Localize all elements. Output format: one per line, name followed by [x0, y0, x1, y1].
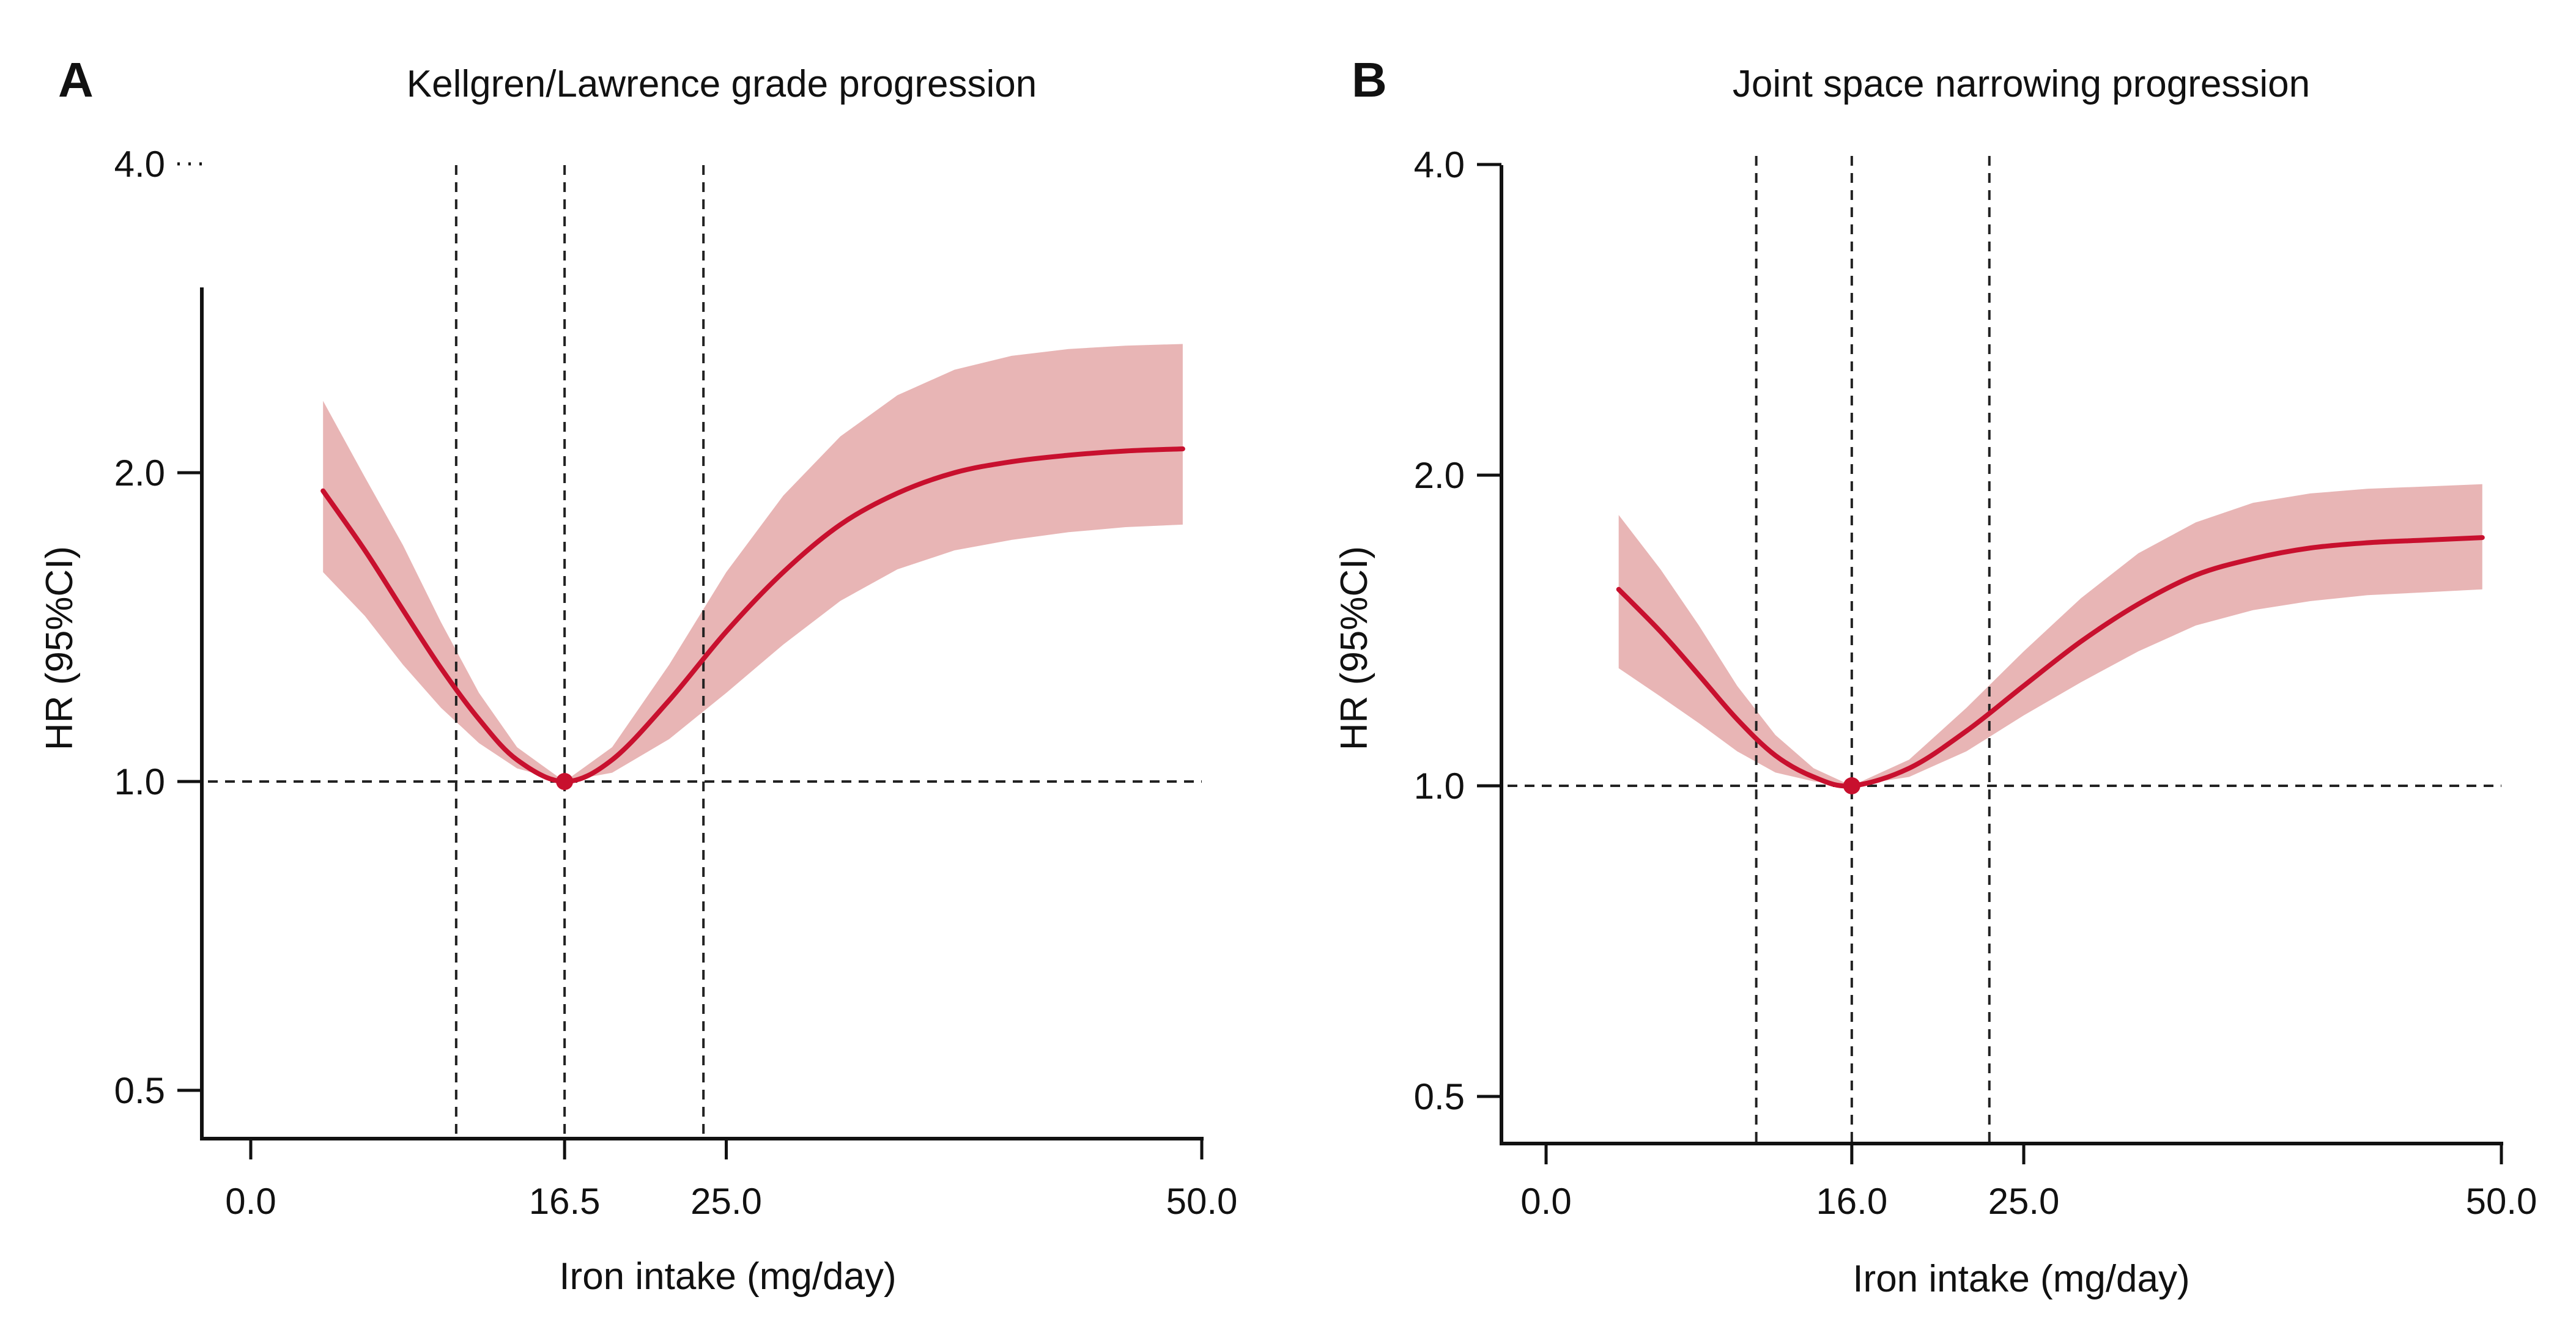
panel-a-ci-band	[323, 344, 1183, 782]
panel-b-x-tick-label-3: 50.0	[2466, 1181, 2537, 1222]
panel-b-y-axis-label: HR (95%CI)	[1333, 546, 1375, 750]
panel-a-hr-curve	[320, 446, 1185, 785]
panel-b-title: Joint space narrowing progression	[1733, 63, 2310, 105]
panel-a-ref-point	[556, 773, 574, 790]
panel-b-y-tick-label-2: 2.0	[1414, 455, 1465, 496]
panel-b-ci-band	[1618, 484, 2482, 786]
panel-b-chart: B Joint space narrowing progression 0.5 1.0…	[1333, 53, 2537, 1300]
panel-a-x-tick-label-3: 50.0	[1166, 1181, 1238, 1222]
panel-b-x-tick-label-1: 16.0	[1816, 1181, 1887, 1222]
panel-a-x-tick-label-1: 16.5	[529, 1181, 601, 1222]
panel-b-hr-curve	[1616, 535, 2485, 789]
panel-a-y-tick-label-3: 4.0	[114, 144, 165, 185]
panel-b-y-tick-label-0: 0.5	[1414, 1076, 1465, 1117]
panel-a-x-tick-label-0: 0.0	[225, 1181, 276, 1222]
panel-a-y-tick-label-1: 1.0	[114, 761, 165, 802]
panel-b-x-tick-label-0: 0.0	[1520, 1181, 1571, 1222]
panel-a-x-axis-label: Iron intake (mg/day)	[559, 1255, 896, 1298]
panel-b-y-tick-label-1: 1.0	[1414, 766, 1465, 807]
panel-b-label: B	[1352, 53, 1387, 107]
panel-b-ref-point	[1843, 777, 1860, 794]
panel-a-x-tick-label-2: 25.0	[690, 1181, 762, 1222]
panel-b-x-axis-label: Iron intake (mg/day)	[1852, 1258, 2189, 1300]
panel-b-x-tick-label-2: 25.0	[1988, 1181, 2060, 1222]
panel-a-label: A	[58, 53, 94, 107]
panel-b-y-tick-label-3: 4.0	[1414, 144, 1465, 185]
panel-a-chart: A Kellgren/Lawrence grade progression 0.5 1…	[39, 53, 1237, 1298]
panel-a-y-axis-label: HR (95%CI)	[39, 546, 81, 750]
panel-a-y-tick-label-0: 0.5	[114, 1070, 165, 1111]
panel-a-title: Kellgren/Lawrence grade progression	[407, 63, 1037, 105]
panel-a-y-tick-label-2: 2.0	[114, 453, 165, 493]
